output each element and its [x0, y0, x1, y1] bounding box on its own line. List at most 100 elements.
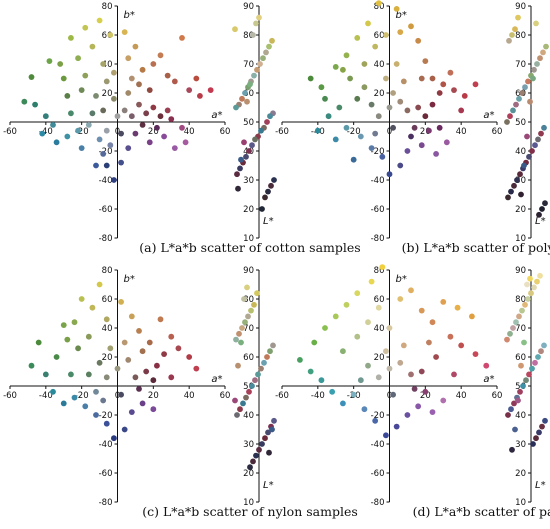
l-point — [239, 95, 245, 102]
ab-point — [50, 122, 56, 128]
ab-point — [136, 328, 142, 334]
ab-point — [307, 368, 314, 375]
ab-point — [361, 61, 368, 67]
y-tick-label: 60 — [374, 31, 385, 41]
l-point — [532, 142, 538, 149]
y-tick-label: -20 — [99, 147, 113, 157]
l-point — [504, 119, 510, 125]
ab-point — [121, 339, 128, 346]
x-tick-label: 60 — [492, 127, 503, 137]
x-tick-label: 40 — [456, 127, 467, 137]
l-axis-label: L* — [535, 480, 546, 491]
ab-point — [343, 52, 350, 59]
ab-point — [332, 136, 339, 143]
ab-point — [447, 333, 454, 340]
l-point — [525, 296, 531, 302]
x-tick-label: -60 — [3, 391, 17, 401]
x-tick-label: 40 — [184, 391, 195, 401]
ab-point — [103, 420, 110, 427]
ab-point — [85, 333, 92, 340]
l-tick-label: 40 — [515, 411, 526, 421]
l-point — [233, 336, 239, 343]
l-point — [531, 284, 537, 291]
ab-point — [375, 113, 382, 120]
ab-point — [53, 139, 60, 146]
ab-point — [415, 37, 422, 44]
y-tick-label: 20 — [374, 353, 385, 363]
l-point — [538, 130, 544, 137]
l-point — [538, 348, 544, 355]
l-point — [515, 397, 521, 404]
ab-point — [400, 78, 407, 85]
l-point — [539, 206, 545, 212]
ab-point — [175, 345, 182, 352]
ab-point — [78, 145, 85, 152]
l-tick-label: 10 — [515, 234, 526, 244]
x-axis-label: a* — [211, 110, 222, 121]
l-point — [238, 156, 244, 163]
l-point — [510, 325, 516, 331]
l-axis-label: L* — [263, 216, 274, 227]
l-point — [520, 383, 526, 389]
ab-point — [121, 426, 128, 433]
l-point — [522, 84, 528, 91]
l-point — [528, 290, 534, 297]
l-point — [513, 101, 519, 108]
ab-point — [440, 81, 447, 88]
l-point — [511, 400, 517, 407]
ab-point — [415, 104, 422, 111]
ab-point — [139, 66, 146, 73]
ab-point — [397, 162, 404, 169]
l-point — [255, 371, 261, 378]
ab-point — [96, 136, 103, 143]
l-tick-label: 50 — [243, 382, 254, 392]
ab-point — [93, 162, 99, 169]
ab-point — [186, 354, 193, 360]
ab-point — [447, 69, 454, 76]
ab-point — [393, 423, 400, 430]
ab-point — [75, 127, 81, 134]
l-point — [241, 296, 247, 302]
ab-point — [132, 43, 139, 50]
y-tick-label: -20 — [371, 411, 385, 421]
l-point — [265, 188, 271, 195]
ab-point — [297, 357, 303, 363]
ab-point — [143, 368, 150, 375]
y-tick-label: 20 — [374, 89, 385, 99]
l-point — [246, 388, 252, 395]
ab-point — [418, 368, 425, 375]
l-point — [510, 107, 516, 114]
l-tick-label: 40 — [243, 411, 254, 421]
ab-point — [82, 24, 89, 31]
ab-point — [357, 133, 364, 140]
l-point — [529, 148, 535, 154]
x-tick-label: -60 — [275, 391, 289, 401]
ab-point — [42, 371, 49, 378]
l-point — [266, 449, 272, 456]
x-tick-label: -40 — [39, 127, 53, 137]
l-tick-label: 90 — [243, 266, 254, 276]
ab-point — [426, 339, 432, 346]
ab-point — [89, 110, 96, 117]
x-tick-label: 40 — [456, 391, 467, 401]
l-point — [524, 281, 530, 288]
l-tick-label: 30 — [515, 176, 526, 186]
l-point — [259, 441, 265, 447]
ab-point — [125, 90, 132, 96]
l-point — [248, 307, 254, 314]
ab-point — [354, 95, 361, 102]
y-tick-label: 60 — [102, 31, 113, 41]
ab-point — [39, 130, 46, 137]
y-tick-label: -20 — [371, 147, 385, 157]
l-point — [270, 342, 276, 349]
ab-point — [383, 75, 389, 82]
ab-point — [53, 354, 60, 360]
ab-point — [318, 84, 325, 91]
ab-point — [136, 81, 142, 88]
ab-point — [75, 55, 81, 62]
x-tick-label: -40 — [311, 391, 325, 401]
ab-point — [365, 319, 371, 326]
